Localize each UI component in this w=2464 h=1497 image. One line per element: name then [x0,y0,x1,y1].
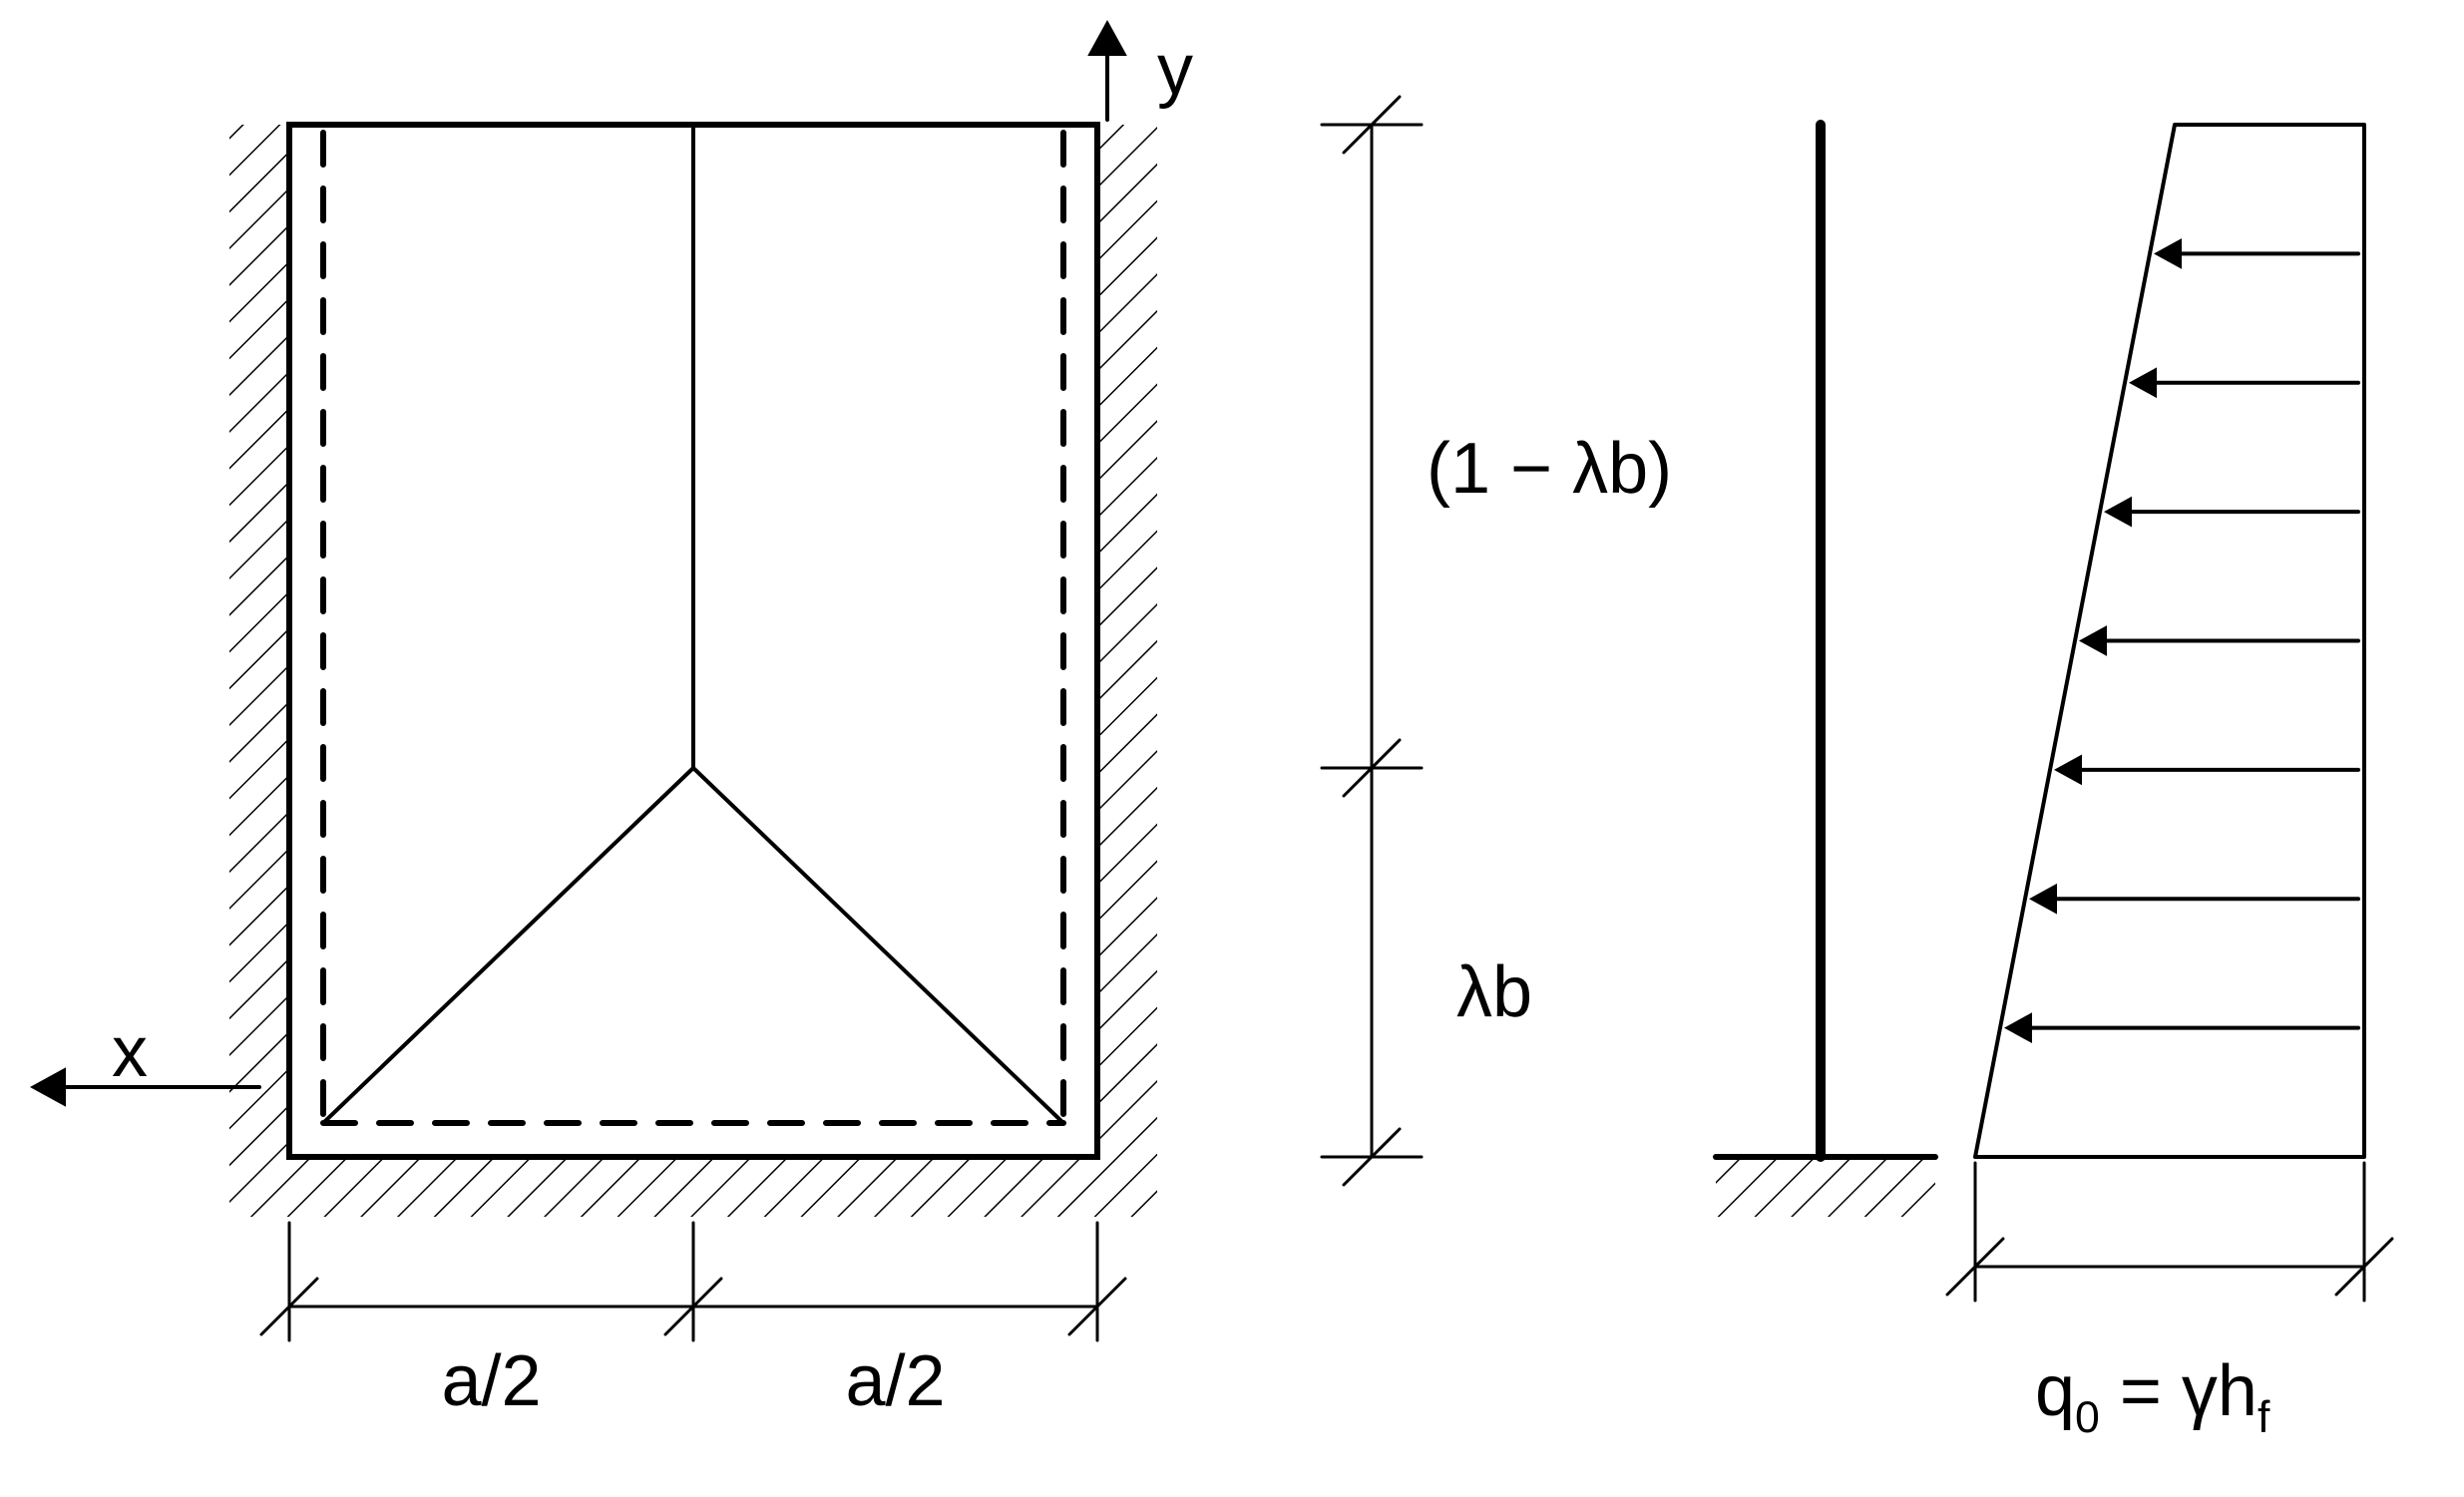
q0-formula-label: q0 = γhf [2035,1351,2270,1442]
height-dimensions: (1 − λb) λb [1322,97,1672,1185]
load-distribution: q0 = γhf [1947,125,2392,1442]
dim-a-half-right: a/2 [845,1341,945,1421]
dim-one-minus-lambda-b: (1 − λb) [1427,429,1672,509]
dim-a-half-left: a/2 [441,1341,541,1421]
cantilever-elevation [1716,125,1935,1217]
plate-plan-view: y x a/2 a/2 [30,20,1193,1421]
y-axis-label: y [1157,30,1193,110]
engineering-diagram: y x a/2 a/2 (1 − λb) λb q0 = γhf [0,0,2464,1497]
x-axis-label: x [112,1012,148,1092]
dim-lambda-b: λb [1456,952,1532,1032]
